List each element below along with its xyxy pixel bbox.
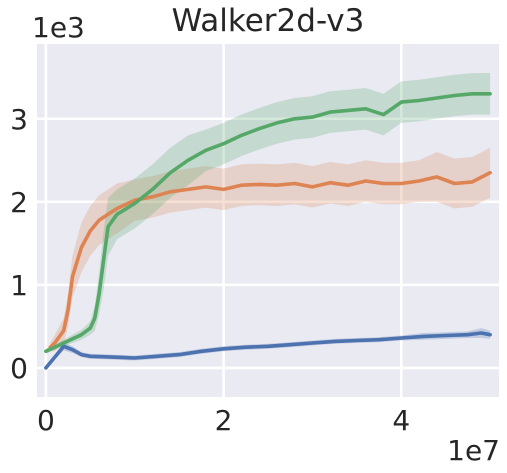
x-tick-labels: 0 2 4 xyxy=(37,404,410,437)
x-offset-label: 1e7 xyxy=(447,434,500,467)
y-tick-label-3: 3 xyxy=(10,103,28,136)
y-tick-labels: 0 1 2 3 xyxy=(10,103,28,385)
y-tick-label-1: 1 xyxy=(10,269,28,302)
series-1-band xyxy=(50,147,491,352)
x-tick-label-0: 0 xyxy=(37,404,55,437)
series-2-line xyxy=(44,92,492,354)
x-tick-label-2: 4 xyxy=(392,404,410,437)
y-offset-label: 1e3 xyxy=(32,11,85,44)
y-tick-label-0: 0 xyxy=(10,352,28,385)
series-lines xyxy=(44,92,492,370)
x-tick-label-1: 2 xyxy=(215,404,233,437)
y-tick-label-2: 2 xyxy=(10,186,28,219)
series-0-line xyxy=(44,331,492,370)
series-1-line xyxy=(48,170,492,349)
chart-title: Walker2d-v3 xyxy=(172,3,365,39)
